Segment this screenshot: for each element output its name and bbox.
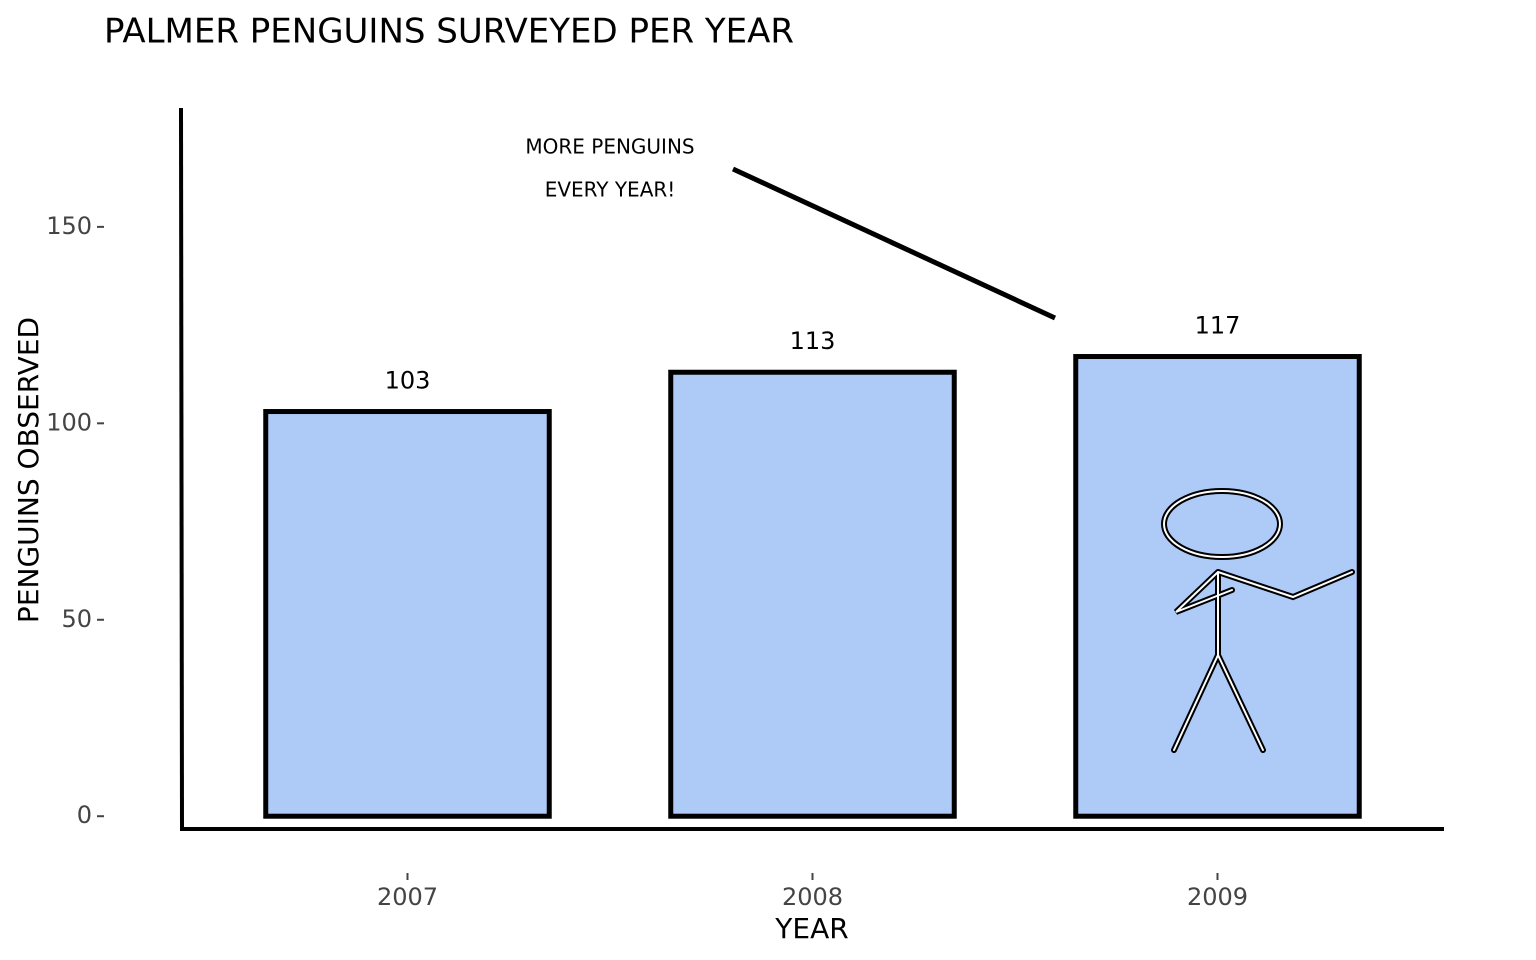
stick-figure <box>1161 488 1355 753</box>
value-label: 113 <box>790 327 836 355</box>
annotation: MORE PENGUINS <box>525 135 694 159</box>
y-tick-label: 100 <box>46 408 92 436</box>
bar <box>668 369 957 819</box>
y-tick-label: 150 <box>46 212 92 240</box>
y-tick-label: 0 <box>77 801 92 829</box>
x-tick-label: 2009 <box>1187 883 1248 911</box>
value-label: 103 <box>385 367 431 395</box>
annotation-line <box>731 166 1057 321</box>
x-tick-label: 2007 <box>377 883 438 911</box>
y-axis <box>179 107 184 831</box>
x-tick-label: 2008 <box>782 883 843 911</box>
chart-title: PALMER PENGUINS SURVEYED PER YEAR <box>104 12 794 52</box>
annotation: EVERY YEAR! <box>545 178 676 202</box>
y-axis-label: PENGUINS OBSERVED <box>12 317 45 623</box>
bars <box>263 354 1362 819</box>
value-label: 117 <box>1195 312 1241 340</box>
bar <box>263 409 552 819</box>
x-axis-label: YEAR <box>774 912 848 945</box>
y-tick-label: 50 <box>61 605 92 633</box>
